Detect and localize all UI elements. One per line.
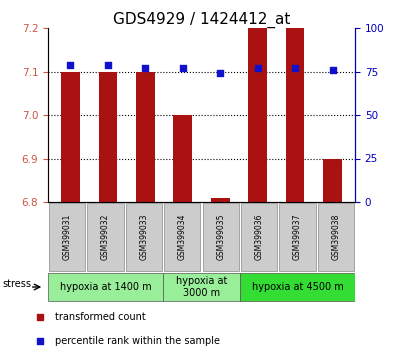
Bar <box>286 28 305 202</box>
Bar <box>136 72 155 202</box>
Bar <box>203 204 239 270</box>
Point <box>67 62 73 67</box>
Text: GSM399038: GSM399038 <box>331 214 340 260</box>
Text: GSM399032: GSM399032 <box>101 214 110 260</box>
Bar <box>98 72 117 202</box>
Title: GDS4929 / 1424412_at: GDS4929 / 1424412_at <box>113 12 290 28</box>
Point <box>217 70 224 76</box>
Bar <box>164 273 239 301</box>
Point <box>329 67 336 73</box>
Text: hypoxia at 4500 m: hypoxia at 4500 m <box>252 282 343 292</box>
Bar <box>49 204 85 270</box>
Text: GSM399036: GSM399036 <box>254 214 263 260</box>
Point <box>254 65 261 71</box>
Bar <box>48 273 163 301</box>
Bar <box>173 115 192 202</box>
Point <box>180 65 186 71</box>
Text: GSM399031: GSM399031 <box>63 214 71 260</box>
Text: hypoxia at 1400 m: hypoxia at 1400 m <box>60 282 151 292</box>
Bar <box>240 273 355 301</box>
Bar <box>318 204 354 270</box>
Point <box>292 65 298 71</box>
Text: GSM399033: GSM399033 <box>139 214 149 260</box>
Text: GSM399037: GSM399037 <box>293 214 302 260</box>
Text: stress: stress <box>2 279 31 289</box>
Bar <box>88 204 124 270</box>
Bar <box>248 28 267 202</box>
Bar <box>323 159 342 202</box>
Point <box>36 338 43 344</box>
Text: percentile rank within the sample: percentile rank within the sample <box>55 336 220 346</box>
Bar <box>211 198 229 202</box>
Bar <box>126 204 162 270</box>
Bar <box>279 204 316 270</box>
Point <box>105 62 111 67</box>
Bar <box>61 72 80 202</box>
Text: transformed count: transformed count <box>55 312 146 321</box>
Point <box>142 65 149 71</box>
Point <box>36 314 43 319</box>
Bar <box>241 204 277 270</box>
Text: hypoxia at
3000 m: hypoxia at 3000 m <box>176 276 227 298</box>
Text: GSM399034: GSM399034 <box>178 214 187 260</box>
Bar <box>164 204 200 270</box>
Text: GSM399035: GSM399035 <box>216 214 225 260</box>
